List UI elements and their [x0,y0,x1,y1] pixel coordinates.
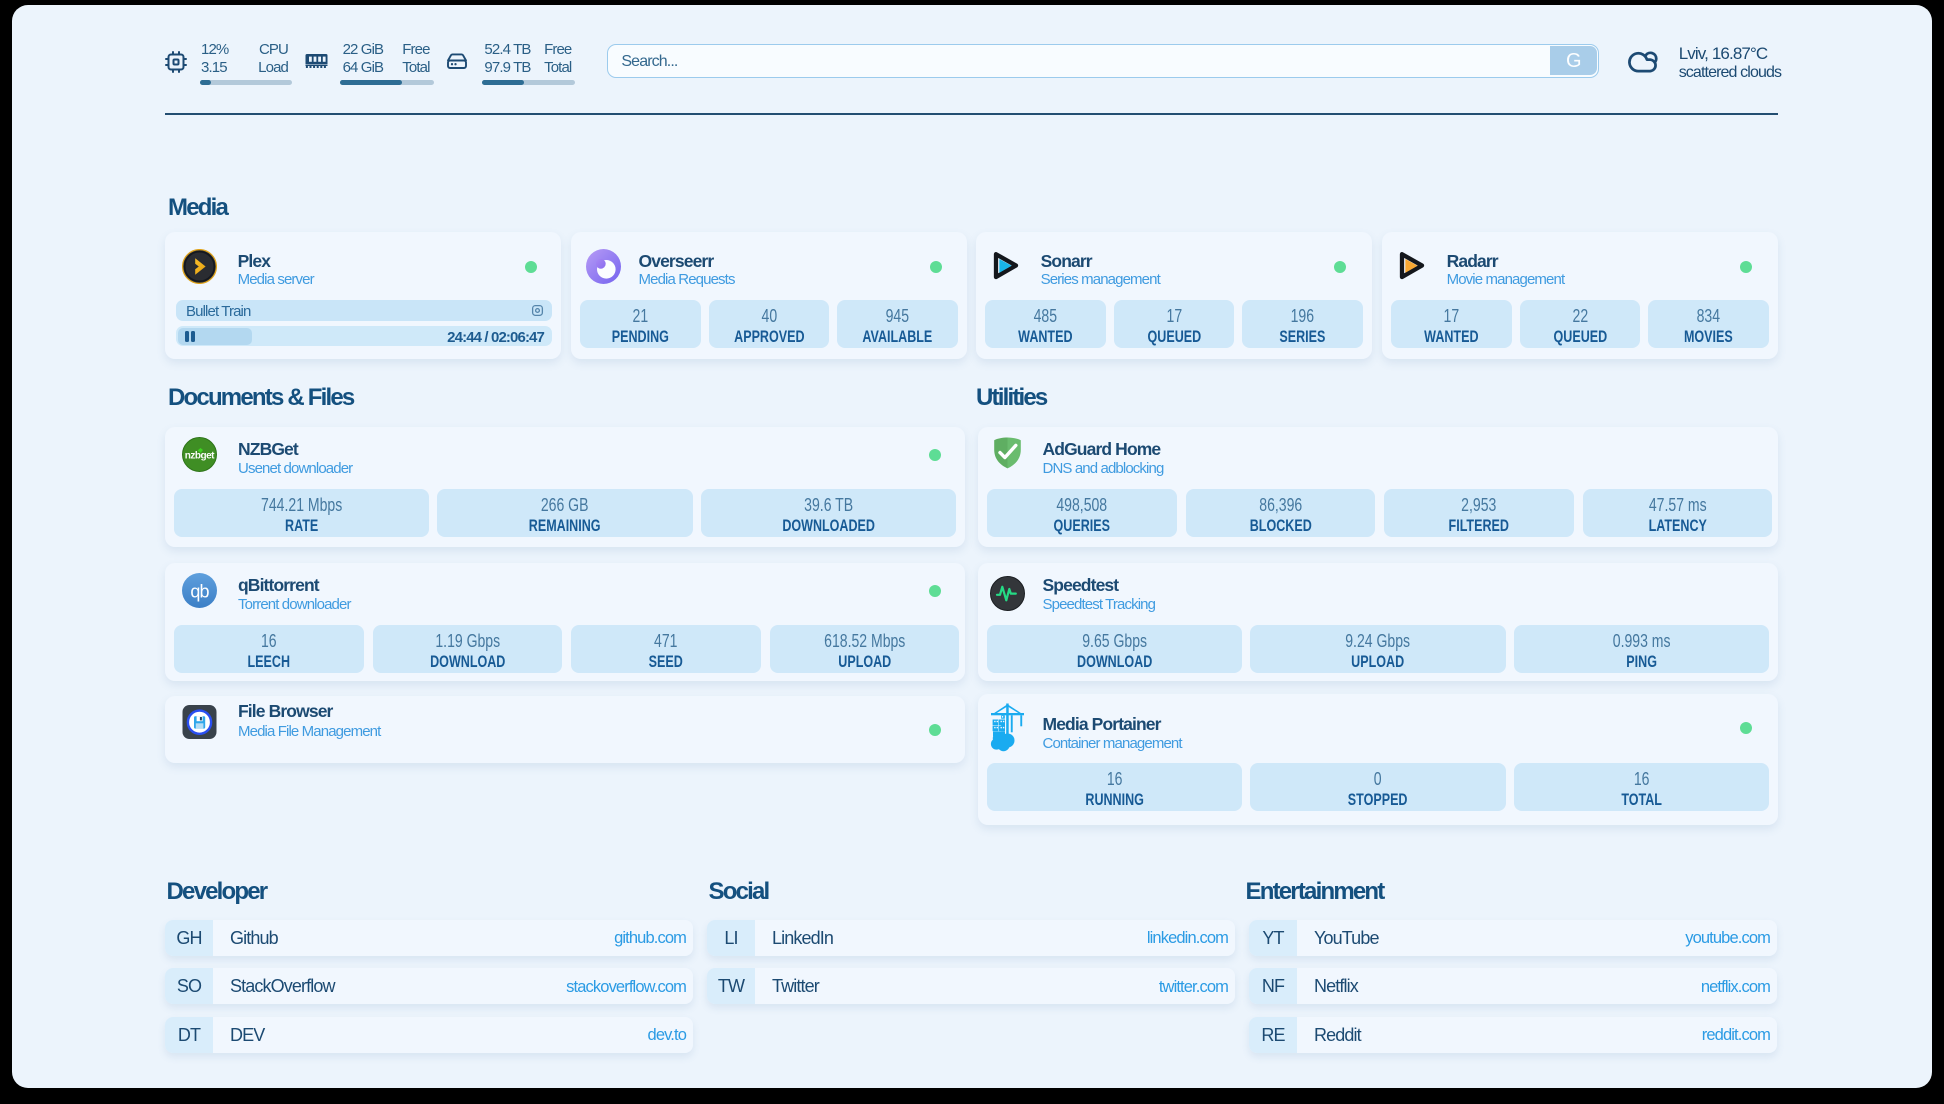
svg-text:qb: qb [190,582,209,602]
svg-text:nzbget: nzbget [185,451,215,462]
